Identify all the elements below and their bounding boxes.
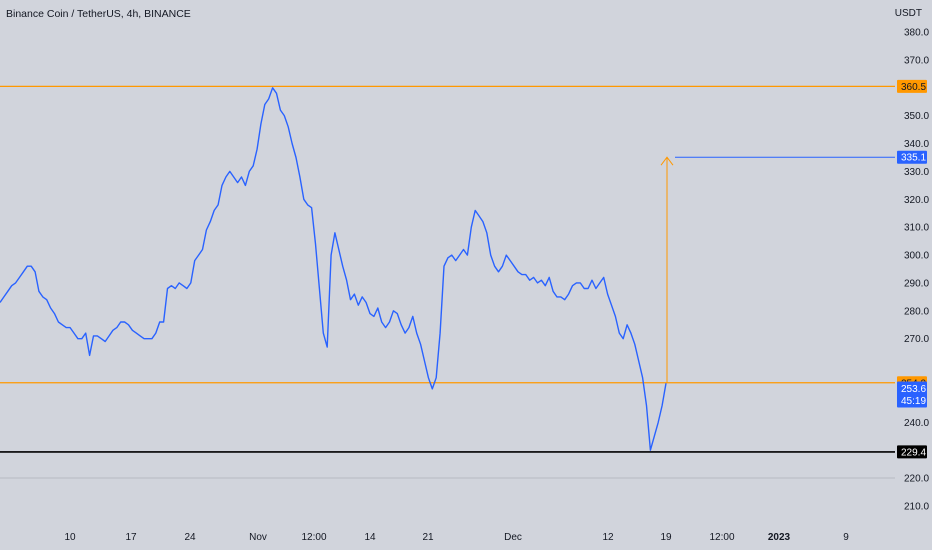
low-tag: [897, 445, 927, 459]
y-tick-label: 380.0: [904, 28, 929, 39]
current-price-tag: [897, 381, 927, 408]
y-tick-label: 280.0: [904, 306, 929, 317]
y-tick-label: 320.0: [904, 195, 929, 206]
y-tick-label: 350.0: [904, 111, 929, 122]
x-tick-label: 14: [364, 532, 376, 543]
y-tick-label: 370.0: [904, 55, 929, 66]
x-tick-label: 17: [125, 532, 137, 543]
resistance-tag-label: 360.5: [901, 82, 926, 93]
x-tick-label: 12: [602, 532, 614, 543]
resistance-tag: [897, 79, 927, 93]
y-tick-label: 300.0: [904, 251, 929, 262]
price-series-line[interactable]: [0, 87, 667, 451]
x-tick-label: 21: [422, 532, 434, 543]
y-tick-label: 210.0: [904, 502, 929, 513]
y-tick-label: 240.0: [904, 418, 929, 429]
y-tick-label: 290.0: [904, 278, 929, 289]
y-tick-label: 340.0: [904, 139, 929, 150]
x-tick-label: 19: [660, 532, 672, 543]
x-tick-label: 12:00: [301, 532, 326, 543]
target-tag: [897, 150, 927, 164]
current-price-countdown: 45:19: [901, 396, 926, 407]
y-tick-label: 270.0: [904, 334, 929, 345]
y-tick-label: 220.0: [904, 474, 929, 485]
target-tag-label: 335.1: [901, 153, 926, 164]
x-tick-label: 12:00: [709, 532, 734, 543]
x-tick-label: 24: [184, 532, 196, 543]
currency-label: USDT: [894, 8, 922, 19]
y-tick-label: 310.0: [904, 223, 929, 234]
chart-title: Binance Coin / TetherUS, 4h, BINANCE: [6, 8, 191, 20]
x-tick-label: Dec: [504, 532, 522, 543]
x-tick-label: 2023: [768, 532, 791, 543]
target-arrow-head: [660, 156, 674, 166]
low-tag-label: 229.4: [901, 447, 926, 458]
current-price-label: 253.6: [901, 384, 926, 395]
x-tick-label: 9: [843, 532, 849, 543]
x-tick-label: 10: [64, 532, 76, 543]
x-tick-label: Nov: [249, 532, 267, 543]
y-tick-label: 330.0: [904, 167, 929, 178]
